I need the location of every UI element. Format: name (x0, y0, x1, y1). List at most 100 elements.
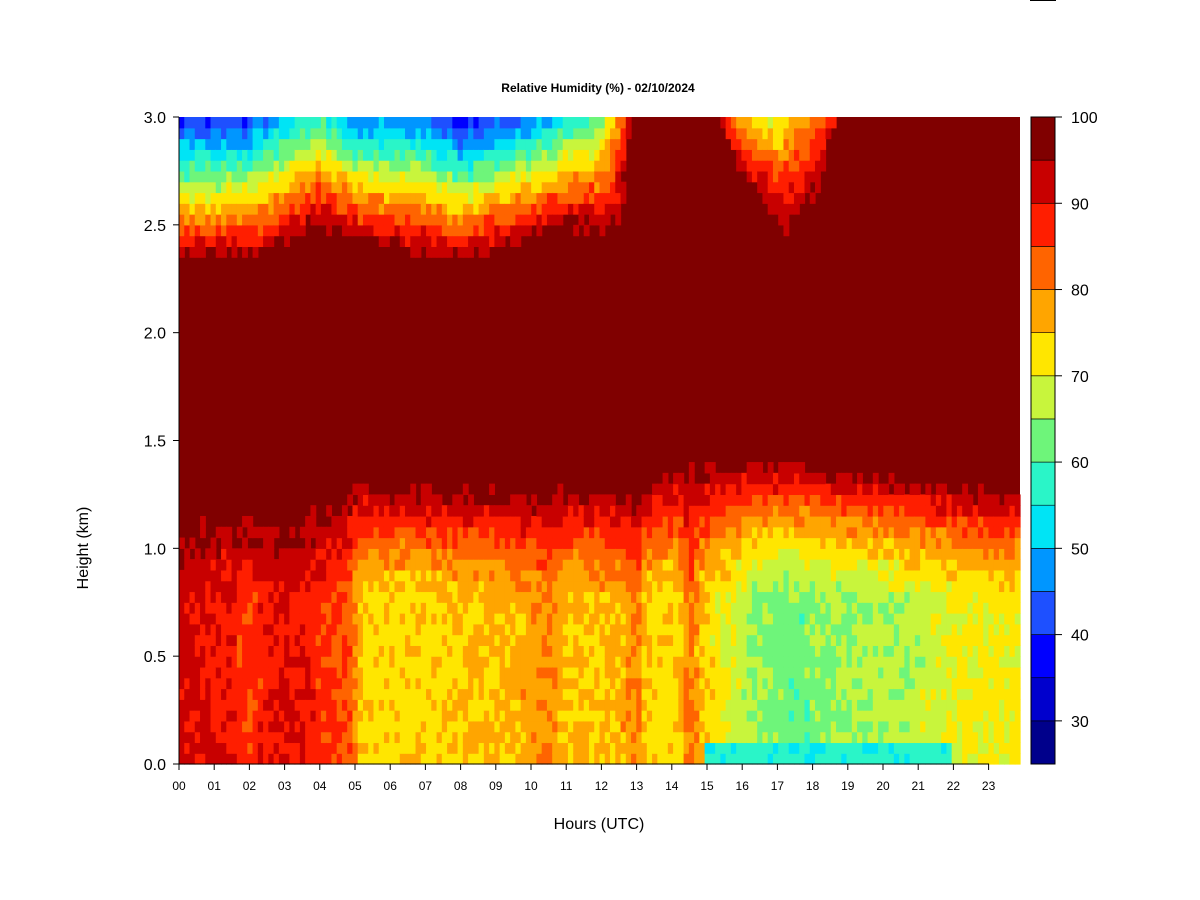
heatmap-cell (399, 160, 406, 172)
heatmap-cell (268, 753, 275, 765)
heatmap-cell (494, 613, 501, 625)
heatmap-cell (410, 569, 417, 582)
heatmap-cell (625, 127, 632, 140)
heatmap-cell (688, 677, 695, 690)
heatmap-cell (610, 720, 616, 733)
heatmap-cell (184, 677, 191, 690)
heatmap-cell (373, 613, 380, 625)
heatmap-cell (667, 645, 674, 657)
heatmap-cell (820, 515, 827, 528)
heatmap-cell (778, 753, 785, 765)
heatmap-cell (205, 548, 212, 560)
heatmap-cell (357, 537, 364, 549)
heatmap-cell (646, 559, 653, 571)
heatmap-cell (783, 602, 790, 614)
heatmap-cell (242, 731, 248, 744)
heatmap-cell (189, 677, 196, 690)
heatmap-cell (993, 666, 1000, 679)
heatmap-cell (310, 515, 317, 528)
heatmap-cell (867, 656, 874, 668)
heatmap-cell (736, 515, 743, 528)
heatmap-cell (652, 559, 658, 571)
heatmap-cell (426, 656, 432, 668)
heatmap-cell (825, 537, 832, 549)
heatmap-cell (862, 548, 869, 560)
heatmap-cell (473, 666, 480, 679)
heatmap-cell (394, 731, 401, 744)
heatmap-cell (746, 515, 753, 528)
heatmap-cell (336, 634, 343, 646)
heatmap-cell (699, 526, 706, 539)
heatmap-cell (431, 699, 438, 711)
heatmap-cell (578, 127, 585, 140)
heatmap-cell (751, 483, 758, 496)
heatmap-cell (846, 602, 853, 614)
heatmap-cell (972, 731, 979, 744)
heatmap-cell (415, 192, 422, 204)
heatmap-cell (289, 602, 296, 614)
heatmap-cell (441, 688, 448, 700)
heatmap-cell (362, 645, 369, 657)
heatmap-cell (462, 677, 469, 690)
heatmap-cell (762, 656, 769, 668)
heatmap-cell (893, 699, 900, 711)
heatmap-cell (478, 149, 485, 161)
heatmap-cell (420, 656, 427, 668)
heatmap-cell (347, 688, 354, 700)
heatmap-cell (410, 494, 417, 506)
heatmap-cell (688, 462, 695, 474)
heatmap-cell (520, 569, 527, 582)
heatmap-cell (972, 742, 979, 754)
heatmap-cell (751, 613, 758, 625)
heatmap-cell (962, 613, 969, 625)
heatmap-cell (179, 580, 185, 593)
heatmap-cell (562, 580, 569, 593)
heatmap-cell (736, 569, 743, 582)
heatmap-cell (678, 710, 685, 722)
heatmap-cell (389, 720, 396, 733)
heatmap-cell (631, 699, 637, 711)
heatmap-cell (804, 720, 811, 733)
heatmap-cell (904, 753, 911, 765)
heatmap-cell (457, 613, 464, 625)
heatmap-cell (447, 117, 453, 129)
heatmap-cell (536, 138, 543, 150)
heatmap-cell (983, 591, 990, 603)
heatmap-cell (362, 224, 369, 237)
heatmap-cell (320, 753, 327, 765)
heatmap-cell (883, 505, 890, 517)
heatmap-cell (483, 580, 490, 593)
heatmap-cell (310, 656, 317, 668)
heatmap-cell (210, 645, 217, 657)
heatmap-cell (562, 710, 569, 722)
heatmap-cell (320, 160, 327, 172)
heatmap-cell (247, 526, 254, 539)
heatmap-cell (405, 494, 411, 506)
heatmap-cell (431, 720, 438, 733)
heatmap-cell (946, 753, 953, 765)
heatmap-cell (725, 613, 732, 625)
heatmap-cell (273, 170, 280, 183)
heatmap-cell (993, 494, 1000, 506)
heatmap-cell (362, 494, 369, 506)
heatmap-cell (804, 699, 811, 711)
heatmap-cell (405, 634, 411, 646)
heatmap-cell (793, 472, 800, 485)
heatmap-cell (878, 613, 884, 625)
heatmap-cell (394, 580, 401, 593)
heatmap-cell (783, 559, 790, 571)
heatmap-cell (525, 192, 532, 204)
heatmap-cell (857, 623, 863, 636)
heatmap-cell (904, 710, 911, 722)
heatmap-cell (415, 505, 422, 517)
heatmap-cell (389, 181, 396, 194)
heatmap-cell (383, 623, 390, 636)
heatmap-cell (925, 699, 932, 711)
heatmap-cell (594, 127, 601, 140)
heatmap-cell (688, 656, 695, 668)
heatmap-cell (478, 580, 485, 593)
heatmap-cell (899, 634, 905, 646)
heatmap-cell (815, 699, 821, 711)
heatmap-cell (951, 753, 958, 765)
heatmap-cell (362, 127, 369, 140)
